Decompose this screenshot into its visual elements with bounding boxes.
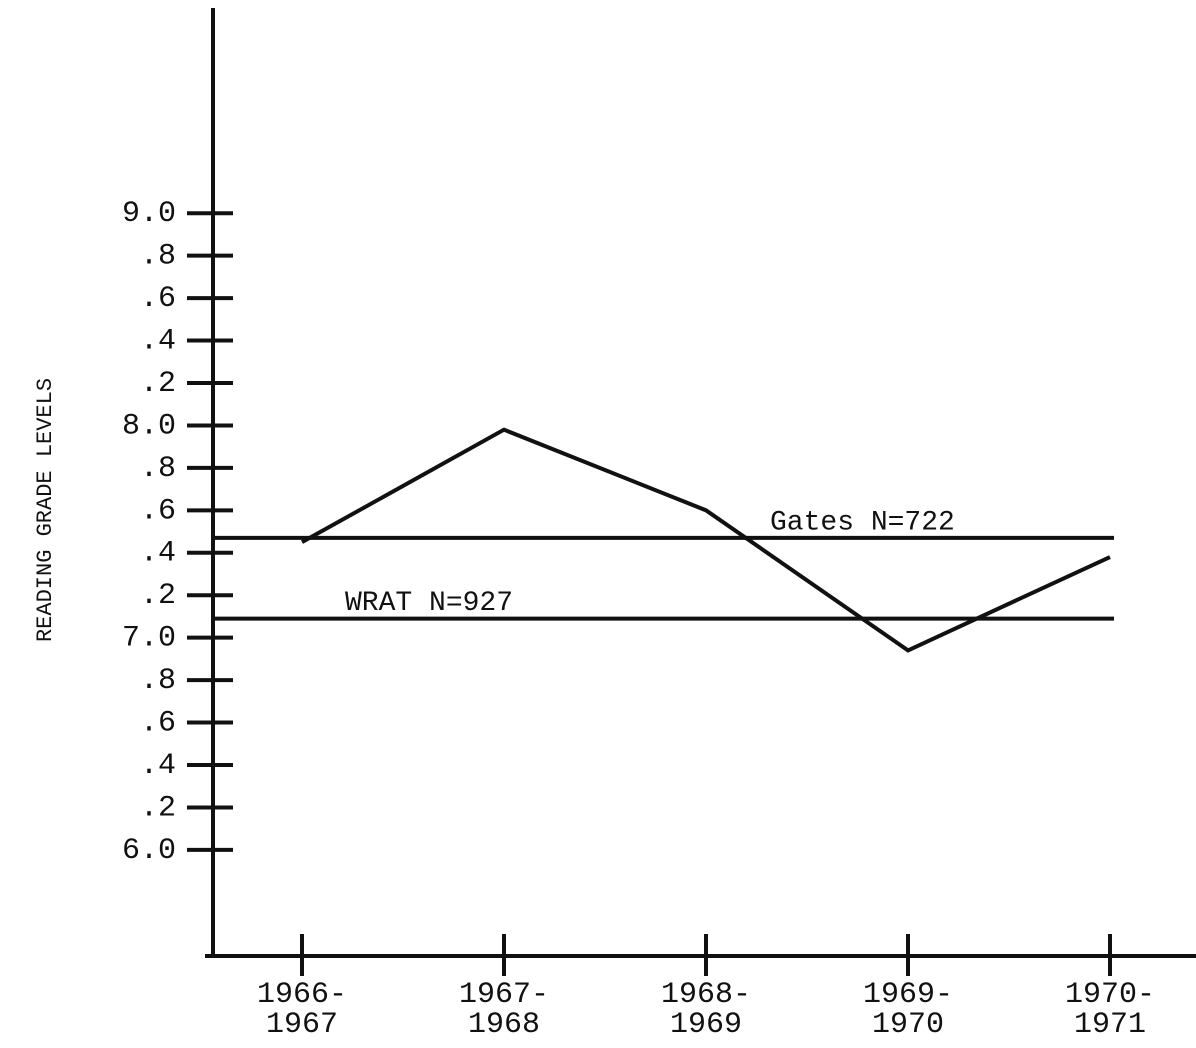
x-tick-label: 1969- 1970 [862, 978, 953, 1042]
reference-label: WRAT N=927 [345, 588, 513, 619]
y-tick-label: .6 [140, 494, 176, 528]
y-tick-label: 9.0 [122, 197, 176, 231]
y-tick-label: .6 [140, 706, 176, 740]
y-tick-label: 6.0 [122, 834, 176, 868]
y-tick-label: 7.0 [122, 622, 176, 656]
y-tick-label: .4 [140, 537, 176, 571]
data-line [301, 427, 1111, 653]
y-axis-label: READING GRADE LEVELS [33, 378, 58, 642]
x-tick-label: 1970- 1971 [1064, 978, 1155, 1042]
y-tick-label: .8 [140, 664, 176, 698]
y-tick-label: 8.0 [122, 409, 176, 443]
y-tick-label: .8 [140, 240, 176, 274]
x-tick-label: 1967- 1968 [458, 978, 549, 1042]
x-tick-label: 1966- 1967 [256, 978, 347, 1042]
y-tick-label: .4 [140, 324, 176, 358]
y-tick-label: .2 [140, 579, 176, 613]
y-tick-label: .6 [140, 282, 176, 316]
reference-label: Gates N=722 [770, 507, 955, 538]
y-tick-label: .2 [140, 791, 176, 825]
y-tick-label: .2 [140, 367, 176, 401]
y-tick-label: .4 [140, 749, 176, 783]
y-tick-label: .8 [140, 452, 176, 486]
x-tick-label: 1968- 1969 [660, 978, 751, 1042]
